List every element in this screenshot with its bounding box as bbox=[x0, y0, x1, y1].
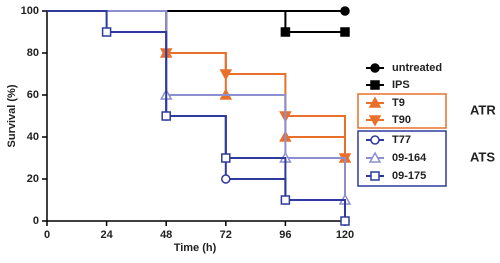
group-box bbox=[357, 93, 447, 129]
marker bbox=[219, 69, 233, 81]
group-label: ATS bbox=[470, 149, 495, 164]
x-axis-title: Time (h) bbox=[174, 242, 217, 254]
survival-line bbox=[47, 10, 346, 221]
x-tick-label: 120 bbox=[336, 229, 354, 241]
legend-label: 09-164 bbox=[392, 152, 427, 164]
legend-marker bbox=[370, 171, 380, 181]
marker bbox=[280, 27, 291, 37]
y-tick-label: 100 bbox=[21, 5, 39, 17]
marker bbox=[221, 153, 231, 163]
y-tick-label: 0 bbox=[33, 215, 39, 227]
y-axis-title: Survival (%) bbox=[6, 84, 18, 147]
marker bbox=[340, 216, 350, 226]
marker bbox=[340, 27, 350, 37]
marker bbox=[221, 174, 231, 184]
marker bbox=[340, 6, 350, 16]
legend-label: T90 bbox=[392, 114, 411, 126]
legend-label: IPS bbox=[392, 79, 410, 91]
y-tick-label: 20 bbox=[27, 173, 39, 185]
survival-line bbox=[47, 10, 346, 158]
legend-label: 09-175 bbox=[392, 170, 426, 182]
survival-line bbox=[47, 10, 346, 200]
legend-marker bbox=[370, 63, 380, 73]
legend-marker bbox=[368, 96, 382, 108]
x-tick-label: 24 bbox=[100, 229, 113, 241]
legend-marker bbox=[370, 135, 380, 145]
legend-label: T77 bbox=[392, 134, 411, 146]
x-tick-label: 0 bbox=[44, 229, 50, 241]
legend-marker bbox=[368, 151, 382, 163]
survival-line bbox=[47, 10, 345, 33]
marker bbox=[280, 195, 291, 205]
group-label: ATR bbox=[470, 102, 496, 117]
x-tick-label: 72 bbox=[220, 229, 232, 241]
survival-line bbox=[47, 10, 346, 158]
legend-label: untreated bbox=[392, 62, 442, 74]
y-tick-label: 40 bbox=[27, 131, 39, 143]
legend-marker bbox=[370, 80, 380, 90]
legend-marker bbox=[368, 115, 382, 127]
group-box bbox=[357, 130, 447, 187]
y-tick-label: 60 bbox=[27, 89, 39, 101]
y-tick-label: 80 bbox=[27, 47, 39, 59]
marker bbox=[101, 27, 112, 37]
x-tick-label: 48 bbox=[160, 229, 172, 241]
x-tick-label: 96 bbox=[279, 229, 291, 241]
marker bbox=[161, 111, 171, 121]
legend-label: T9 bbox=[392, 97, 405, 109]
